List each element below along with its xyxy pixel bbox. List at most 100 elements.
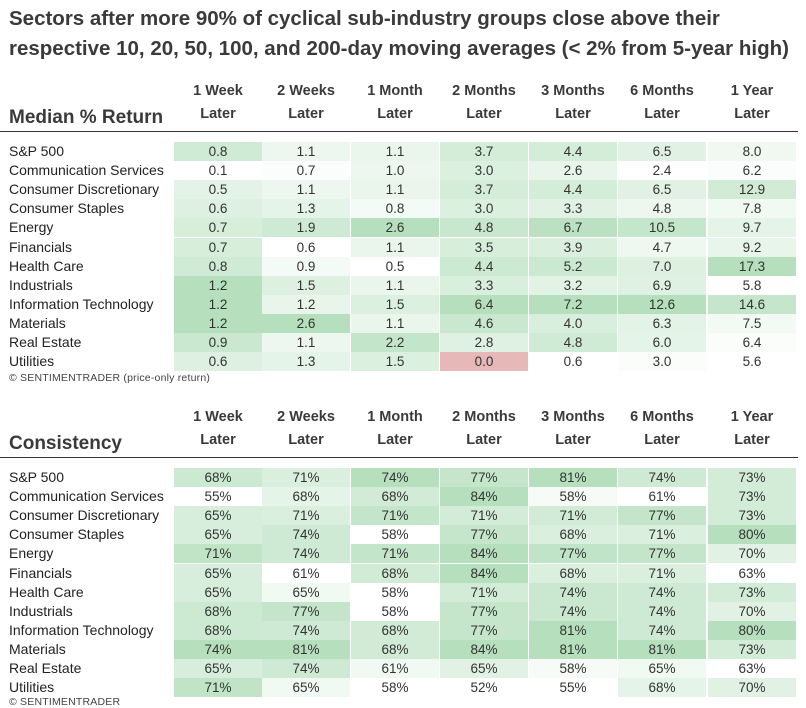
table-cell: 74% — [618, 620, 706, 640]
table-cell: 74% — [174, 639, 262, 659]
table-cell: 1.2 — [262, 294, 350, 314]
table-row: Communication Services 0.1 0.7 1.0 3.0 2.6 2.4… — [0, 161, 806, 181]
table-cell: 73% — [708, 506, 796, 526]
table-row: Consumer Staples 0.6 1.3 0.8 3.0 3.3 4.8 7.8 — [0, 199, 806, 219]
table-cell: 3.3 — [529, 199, 617, 219]
row-label: Materials — [9, 640, 66, 657]
table-cell: 1.1 — [262, 333, 350, 352]
row-label: Health Care — [9, 583, 84, 600]
table-cell: 1.1 — [351, 180, 439, 200]
table-cell: 1.5 — [351, 352, 439, 372]
table-cell: 4.4 — [529, 180, 617, 200]
column-header: 1 Month Later — [351, 406, 439, 452]
column-header: 2 Months Later — [440, 80, 528, 126]
table-cell: 5.6 — [708, 352, 796, 372]
column-header: 1 Week Later — [174, 406, 262, 452]
table-cell: 0.7 — [174, 218, 262, 238]
table-cell: 77% — [440, 525, 528, 545]
table-cell: 6.7 — [529, 218, 617, 238]
table-cell: 77% — [440, 468, 528, 487]
table-cell: 61% — [618, 487, 706, 507]
table-row: Information Technology 68% 74% 68% 77% 81% 74%… — [0, 620, 806, 640]
table-cell: 80% — [708, 620, 796, 640]
column-header: 3 Months Later — [529, 80, 617, 126]
table-cell: 61% — [262, 563, 350, 583]
table-cell: 77% — [440, 601, 528, 621]
table-row: S&P 500 0.8 1.1 1.1 3.7 4.4 6.5 8.0 — [0, 142, 806, 161]
table-cell: 73% — [708, 639, 796, 659]
column-header-line1: 1 Week — [193, 409, 243, 425]
table-cell: 68% — [351, 487, 439, 507]
table-cell: 3.0 — [440, 199, 528, 219]
table-row: Communication Services 55% 68% 68% 84% 58% 61%… — [0, 487, 806, 507]
column-header-line2: Later — [377, 106, 413, 122]
table-cell: 7.8 — [708, 199, 796, 219]
row-label: Utilities — [9, 353, 55, 370]
table-cell: 68% — [174, 601, 262, 621]
column-header-line1: 1 Week — [193, 83, 243, 99]
table-cell: 6.5 — [618, 142, 706, 161]
table-cell: 0.8 — [174, 142, 262, 161]
table-cell: 52% — [440, 678, 528, 698]
column-header-line1: 1 Month — [367, 409, 423, 425]
column-header: 2 Weeks Later — [262, 406, 350, 452]
table-cell: 65% — [262, 582, 350, 602]
table-cell: 1.2 — [174, 275, 262, 295]
table-cell: 71% — [262, 506, 350, 526]
table-cell: 81% — [529, 639, 617, 659]
table-cell: 0.8 — [351, 199, 439, 219]
table-cell: 68% — [174, 620, 262, 640]
table-cell: 58% — [529, 487, 617, 507]
table-cell: 68% — [529, 563, 617, 583]
row-label: S&P 500 — [9, 143, 65, 159]
table-cell: 1.1 — [262, 142, 350, 161]
table-cell: 4.0 — [529, 313, 617, 333]
table-cell: 17.3 — [708, 256, 796, 276]
column-header-line1: 2 Months — [452, 83, 516, 99]
table-row: Utilities 71% 65% 58% 52% 55% 68% 70% — [0, 678, 806, 698]
table-cell: 77% — [262, 601, 350, 621]
table-cell: 5.8 — [708, 275, 796, 295]
table-cell: 58% — [351, 678, 439, 698]
median-footer: © SENTIMENTRADER (price-only return) — [9, 372, 211, 384]
table-cell: 71% — [440, 506, 528, 526]
table-cell: 65% — [262, 678, 350, 698]
table-cell: 58% — [351, 601, 439, 621]
row-label: Information Technology — [9, 295, 154, 312]
table-cell: 68% — [351, 639, 439, 659]
table-cell: 68% — [174, 468, 262, 487]
table-row: Materials 1.2 2.6 1.1 4.6 4.0 6.3 7.5 — [0, 313, 806, 333]
table-cell: 1.2 — [174, 313, 262, 333]
column-header-line2: Later — [288, 106, 324, 122]
column-header: 6 Months Later — [618, 80, 706, 126]
table-cell: 65% — [618, 659, 706, 678]
table-cell: 77% — [440, 620, 528, 640]
table-cell: 68% — [351, 620, 439, 640]
table-row: S&P 500 68% 71% 74% 77% 81% 74% 73% — [0, 468, 806, 487]
row-label: Real Estate — [9, 334, 82, 350]
row-label: Industrials — [9, 602, 73, 619]
table-cell: 1.5 — [351, 294, 439, 314]
row-label: Consumer Staples — [9, 526, 125, 543]
table-cell: 6.0 — [618, 333, 706, 352]
column-header-line1: 3 Months — [541, 83, 605, 99]
table-cell: 74% — [529, 601, 617, 621]
table-cell: 61% — [351, 659, 439, 678]
row-label: Energy — [9, 219, 54, 236]
table-cell: 6.4 — [708, 333, 796, 352]
table-cell: 12.6 — [618, 294, 706, 314]
table-cell: 81% — [529, 620, 617, 640]
table-cell: 80% — [708, 525, 796, 545]
table-cell: 7.5 — [708, 313, 796, 333]
column-header: 2 Weeks Later — [262, 80, 350, 126]
consistency-footer: © SENTIMENTRADER — [9, 696, 121, 708]
table-cell: 65% — [440, 659, 528, 678]
column-header-line1: 3 Months — [541, 409, 605, 425]
column-header-line1: 6 Months — [630, 409, 694, 425]
consistency-section-label: Consistency — [9, 433, 122, 454]
table-cell: 6.4 — [440, 294, 528, 314]
column-header-line2: Later — [555, 432, 591, 448]
table-cell: 6.3 — [618, 313, 706, 333]
table-cell: 4.7 — [618, 237, 706, 257]
table-cell: 58% — [351, 525, 439, 545]
